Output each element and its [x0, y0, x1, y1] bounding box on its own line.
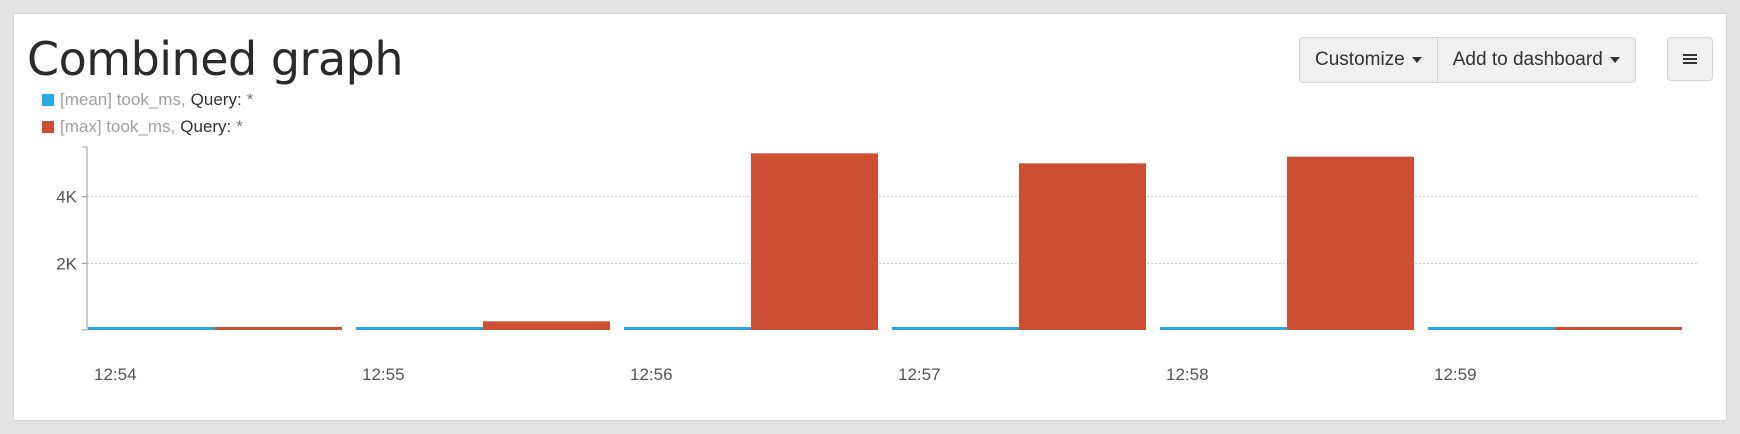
legend-query-value: *: [246, 89, 254, 109]
bar-max: [1287, 156, 1414, 330]
bar-chart: 2K 4K 12:54 12:55 12:56 12:57 12:58 12:59: [56, 146, 1697, 384]
bar-max: [215, 327, 342, 330]
y-tick-label: 2K: [56, 254, 77, 273]
caret-down-icon: [1411, 57, 1422, 63]
bar-mean: [356, 327, 483, 330]
add-to-dashboard-label: Add to dashboard: [1452, 49, 1603, 70]
bar-max: [483, 321, 610, 330]
bar-mean: [88, 327, 215, 330]
customize-button[interactable]: Customize: [1300, 38, 1437, 82]
x-tick-label: 12:54: [94, 365, 137, 384]
graph-actions: Customize Add to dashboard: [1299, 37, 1636, 83]
caret-down-icon: [1609, 57, 1620, 63]
customize-label: Customize: [1315, 49, 1405, 70]
bar-max: [1019, 163, 1146, 330]
legend-query-label: Query:: [190, 89, 242, 109]
graph-panel: Combined graph Customize Add to dashboar…: [13, 13, 1727, 421]
x-tick-label: 12:59: [1434, 365, 1477, 384]
legend-swatch-mean: [42, 93, 54, 106]
bar-mean: [1428, 327, 1555, 330]
legend-item-max[interactable]: [max] took_ms, Query: *: [42, 113, 253, 140]
legend-series-name: [mean] took_ms,: [60, 89, 186, 109]
legend-series-name: [max] took_ms,: [60, 116, 176, 136]
bar-mean: [1160, 327, 1287, 330]
legend-query-value: *: [236, 116, 243, 136]
bar-max: [1555, 327, 1682, 330]
x-tick-label: 12:56: [630, 365, 673, 384]
bar-max: [751, 153, 878, 330]
legend-item-mean[interactable]: [mean] took_ms, Query: *: [42, 86, 253, 113]
graph-title: Combined graph: [27, 32, 403, 86]
bar-mean: [624, 327, 751, 330]
x-tick-label: 12:57: [898, 365, 941, 384]
x-tick-label: 12:55: [362, 365, 405, 384]
add-to-dashboard-button[interactable]: Add to dashboard: [1436, 38, 1635, 82]
legend-query-label: Query:: [180, 116, 232, 136]
hamburger-icon: [1683, 54, 1697, 64]
legend-swatch-max: [42, 120, 54, 133]
bar-mean: [892, 327, 1019, 330]
y-tick-label: 4K: [56, 188, 77, 207]
legend: [mean] took_ms, Query: * [max] took_ms, …: [42, 86, 253, 140]
x-tick-label: 12:58: [1166, 365, 1209, 384]
menu-button[interactable]: [1667, 37, 1713, 81]
